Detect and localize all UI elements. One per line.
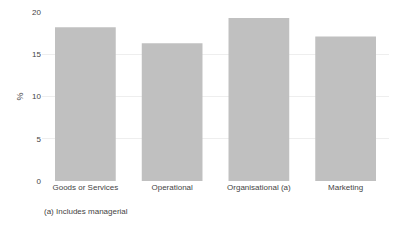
svg-text:(a) Includes managerial: (a) Includes managerial — [44, 207, 128, 216]
svg-text:15: 15 — [32, 50, 41, 59]
svg-text:Organisational (a): Organisational (a) — [227, 183, 291, 192]
svg-text:Marketing: Marketing — [328, 183, 363, 192]
svg-text:%: % — [15, 92, 25, 100]
svg-text:Goods or Services: Goods or Services — [52, 183, 118, 192]
svg-text:10: 10 — [32, 92, 41, 101]
svg-text:0: 0 — [37, 177, 42, 186]
svg-text:5: 5 — [37, 135, 42, 144]
svg-text:Operational: Operational — [151, 183, 193, 192]
svg-text:20: 20 — [32, 8, 41, 17]
